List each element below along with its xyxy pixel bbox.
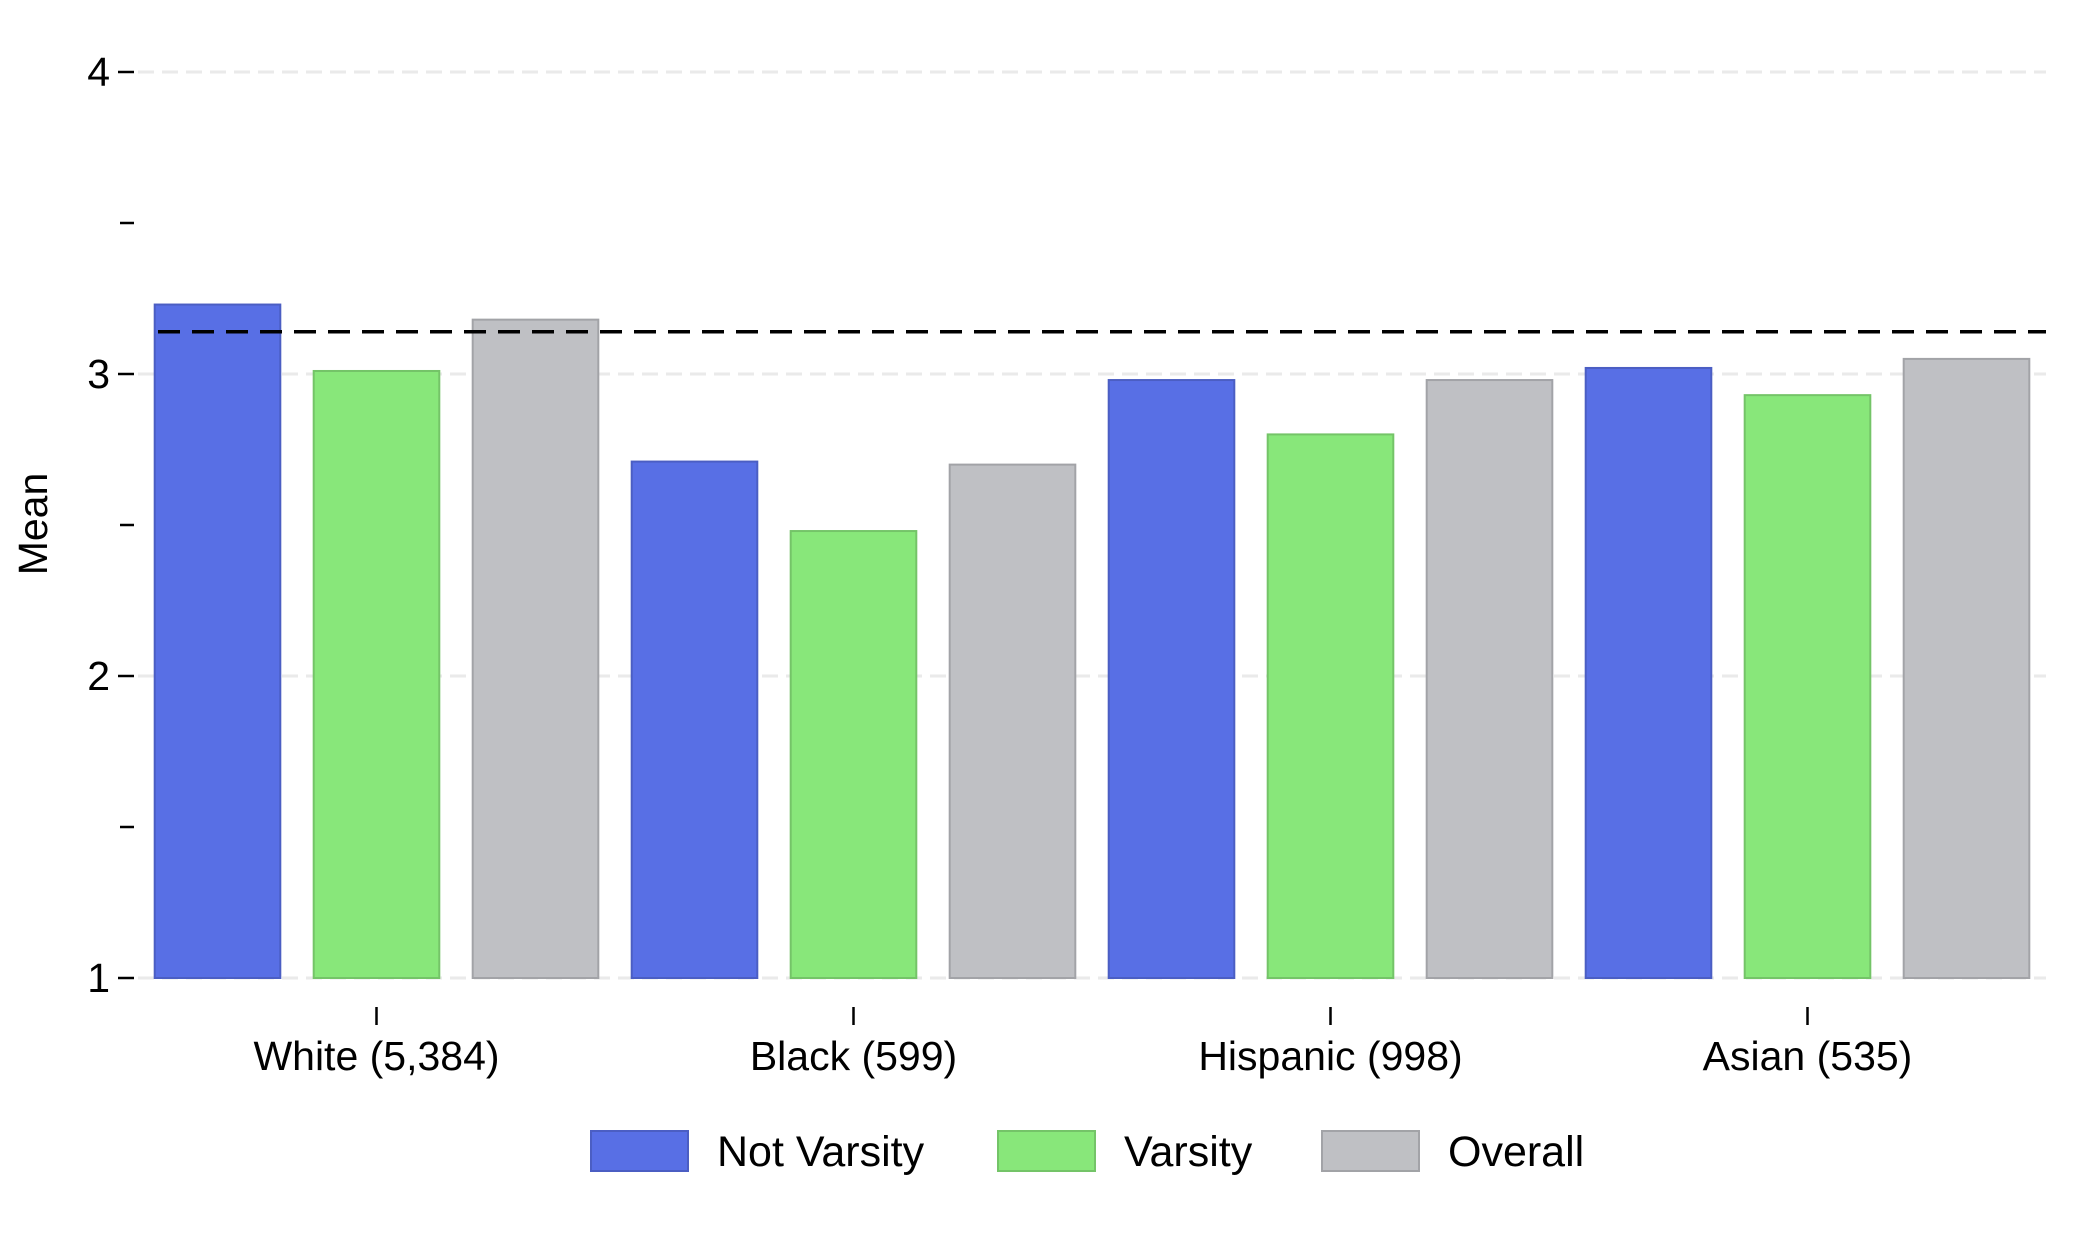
bar-varsity [1743, 394, 1872, 979]
x-tick-label: Black (599) [750, 1033, 957, 1079]
legend: Not Varsity Varsity Overall [590, 1128, 1584, 1176]
legend-swatch [1321, 1130, 1420, 1172]
y-tick-label: 3 [87, 351, 110, 397]
x-tick-label: Hispanic (998) [1198, 1033, 1462, 1079]
bar-overall [1902, 357, 2031, 979]
bar-overall [1425, 379, 1554, 980]
legend-label: Varsity [1124, 1128, 1253, 1176]
bar-overall [471, 318, 600, 979]
y-tick-label: 4 [87, 49, 110, 95]
y-tick-label: 2 [87, 653, 110, 699]
bar-not-varsity [1107, 379, 1236, 980]
axes-layer: 1 2 3 4 White (5,384) Black (599) Hispanic (99… [87, 49, 1912, 1079]
x-tick-label: White (5,384) [253, 1033, 499, 1079]
legend-swatch [997, 1130, 1096, 1172]
x-tick-label: Asian (535) [1703, 1033, 1913, 1079]
y-tick-label: 1 [87, 955, 110, 1001]
grid-layer [138, 70, 2046, 980]
bar-varsity [312, 369, 441, 980]
bar-overall [948, 463, 1077, 980]
bar-varsity [1266, 433, 1395, 979]
y-axis-title: Mean [10, 473, 56, 576]
bar-not-varsity [630, 460, 759, 979]
bar-varsity [789, 530, 918, 979]
legend-label: Not Varsity [717, 1128, 925, 1176]
bars-layer [153, 303, 2031, 980]
legend-label: Overall [1448, 1128, 1584, 1176]
legend-swatch [590, 1130, 689, 1172]
bar-not-varsity [153, 303, 282, 980]
bar-not-varsity [1584, 366, 1713, 979]
